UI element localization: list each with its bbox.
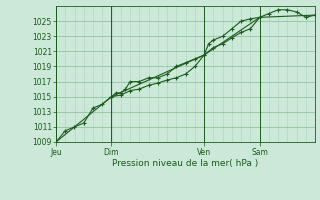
X-axis label: Pression niveau de la mer( hPa ): Pression niveau de la mer( hPa ) xyxy=(112,159,259,168)
